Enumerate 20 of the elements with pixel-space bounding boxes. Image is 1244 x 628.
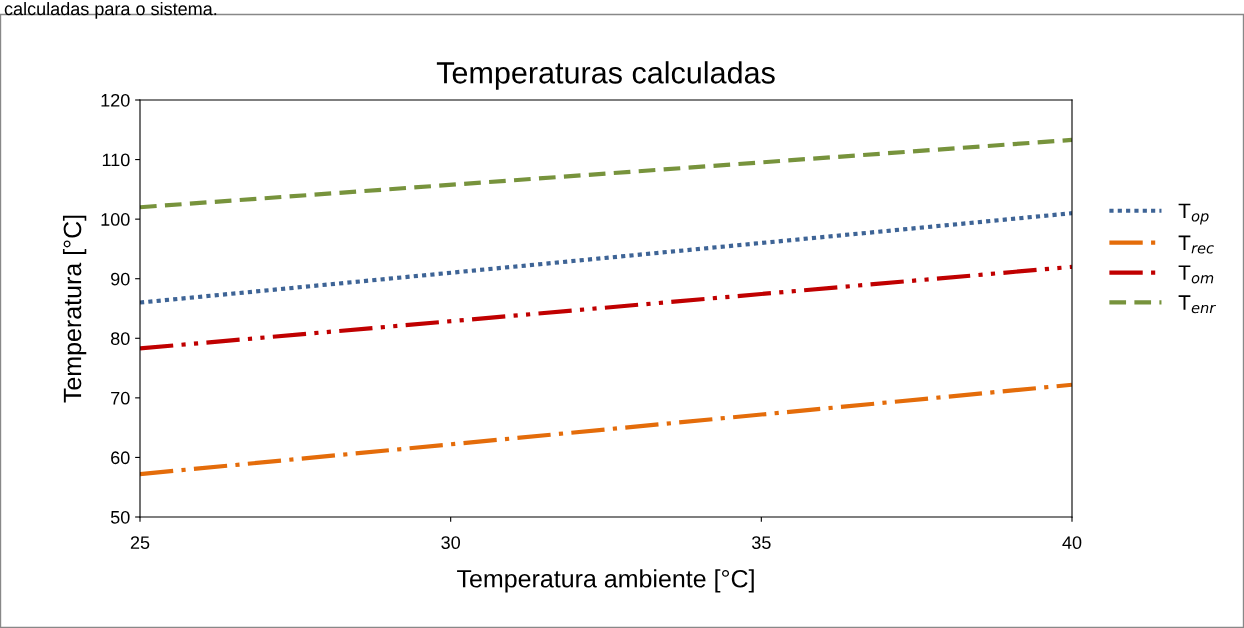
y-tick-label: 110: [102, 153, 130, 167]
y-tick-label: 120: [101, 93, 130, 107]
x-tick-label: 40: [1062, 536, 1082, 550]
legend-label: T$_{rec}$: [1178, 235, 1214, 254]
x-axis-title: Temperatura ambiente [°C]: [457, 569, 754, 593]
legend-label: T$_{om}$: [1178, 265, 1214, 284]
y-tick-label: 100: [101, 213, 130, 226]
x-tick-label: 30: [441, 536, 460, 550]
y-axis-title: Temperatura [°C]: [62, 215, 87, 403]
legend-label: T$_{op}$: [1178, 203, 1209, 225]
chart-title: Temperaturas calculadas: [436, 61, 775, 90]
y-tick-label: 90: [111, 272, 130, 286]
y-tick-label: 60: [111, 451, 130, 465]
y-tick-label: 50: [110, 510, 130, 524]
x-tick-label: 25: [130, 536, 150, 550]
x-tick-label: 35: [751, 536, 771, 550]
y-tick-label: 80: [110, 332, 130, 346]
text: calculadas para o sistema.: [4, 2, 217, 19]
y-tick-label: 70: [111, 391, 130, 405]
legend-label: T$_{enr}$: [1178, 295, 1217, 314]
